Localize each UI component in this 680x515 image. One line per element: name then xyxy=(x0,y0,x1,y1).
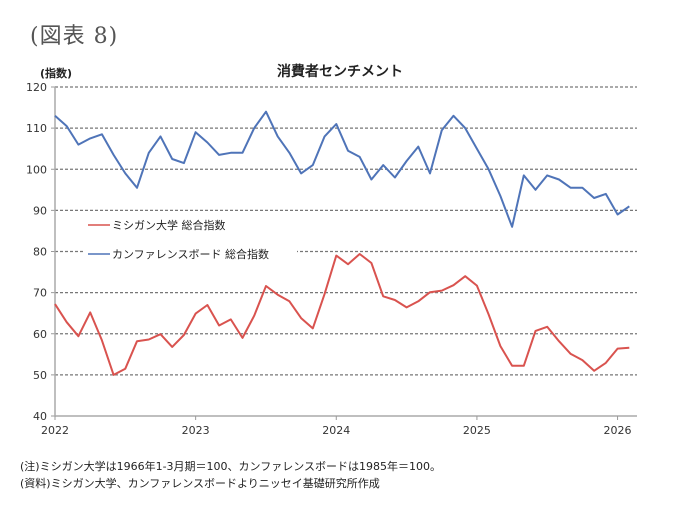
x-tick-label: 2025 xyxy=(463,424,491,437)
series-conference-board xyxy=(54,110,630,228)
x-tick-label: 2022 xyxy=(41,424,69,437)
series-lines xyxy=(54,110,630,376)
x-tick-label: 2023 xyxy=(182,424,210,437)
legend-bg xyxy=(85,219,245,235)
y-tick-label: 50 xyxy=(33,369,47,382)
y-tick-label: 40 xyxy=(33,410,47,423)
legend-label: カンファレンスボード 総合指数 xyxy=(112,247,269,261)
x-tick-label: 2026 xyxy=(604,424,632,437)
x-axis: 2022 2023 2024 2025 2026 xyxy=(41,87,637,437)
y-tick-label: 110 xyxy=(26,122,47,135)
y-tick-label: 80 xyxy=(33,246,47,259)
chart-title: 消費者センチメント xyxy=(277,63,403,80)
series-line xyxy=(54,110,630,228)
series-line xyxy=(54,253,630,376)
y-axis-label: (指数) xyxy=(40,66,72,80)
series-michigan xyxy=(54,253,630,376)
y-tick-label: 120 xyxy=(26,81,47,94)
note-line: (注)ミシガン大学は1966年1-3月期＝100、カンファレンスボードは1985… xyxy=(20,460,441,473)
y-tick-label: 90 xyxy=(33,204,47,217)
y-tick-label: 100 xyxy=(26,163,47,176)
y-tick-label: 70 xyxy=(33,287,47,300)
footnotes: (注)ミシガン大学は1966年1-3月期＝100、カンファレンスボードは1985… xyxy=(20,458,441,492)
y-tick-label: 60 xyxy=(33,328,47,341)
legend-bg xyxy=(85,248,297,264)
x-tick-label: 2024 xyxy=(322,424,350,437)
source-line: (資料)ミシガン大学、カンファレンスボードよりニッセイ基礎研究所作成 xyxy=(20,477,380,490)
legend-label: ミシガン大学 総合指数 xyxy=(112,218,226,232)
y-axis-ticks: 40 50 60 70 80 90 100 110 120 xyxy=(26,81,55,423)
figure-label: (図表 8) xyxy=(30,24,119,49)
